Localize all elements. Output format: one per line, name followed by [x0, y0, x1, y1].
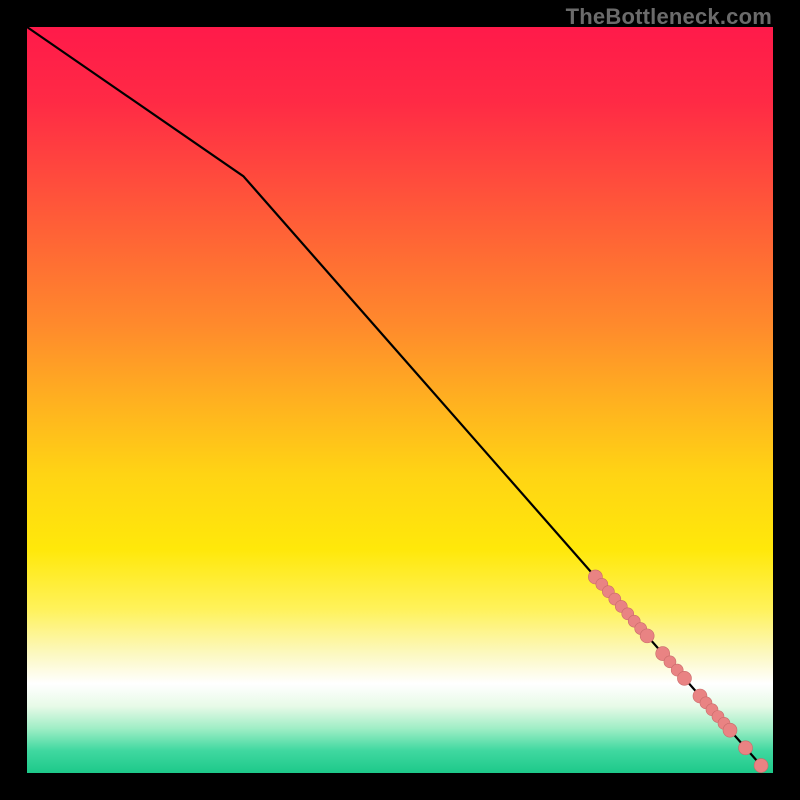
gradient-background — [27, 27, 773, 773]
chart-container: TheBottleneck.com — [0, 0, 800, 800]
chart-svg — [0, 0, 800, 800]
data-marker — [723, 723, 737, 737]
data-marker — [677, 671, 691, 685]
data-marker — [640, 629, 654, 643]
data-marker — [739, 741, 753, 755]
data-marker — [754, 759, 768, 773]
